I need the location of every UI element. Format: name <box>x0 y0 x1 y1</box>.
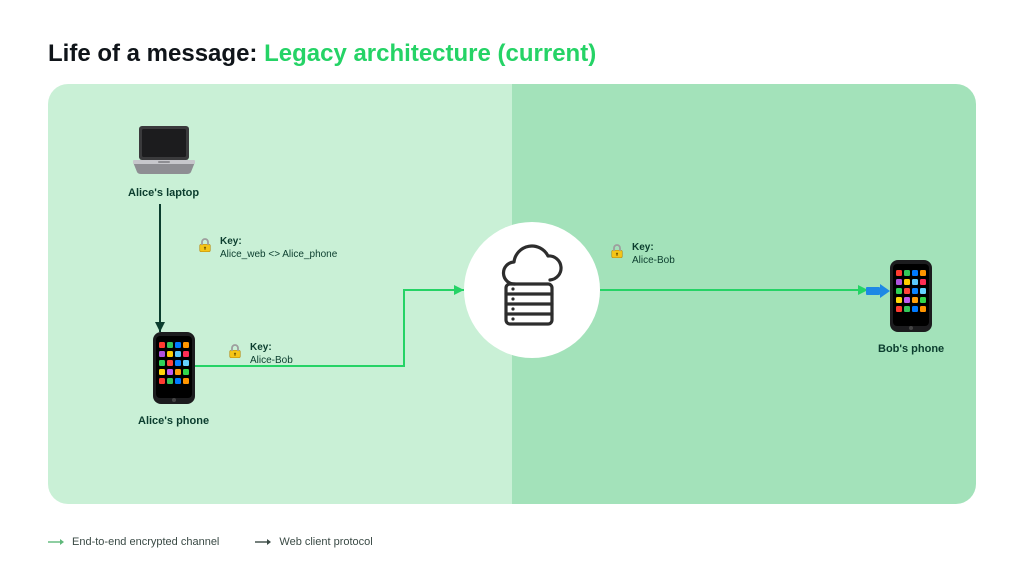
legend-label: End-to-end encrypted channel <box>72 536 219 548</box>
lock-icon <box>196 236 214 254</box>
lock-icon <box>226 342 244 365</box>
key-heading: Key: <box>250 342 293 355</box>
phone-icon <box>151 332 197 404</box>
laptop-icon <box>129 124 199 176</box>
key-annotation: Key: Alice-Bob <box>608 242 675 267</box>
lock-icon <box>608 242 626 260</box>
legend: End-to-end encrypted channel Web client … <box>48 536 373 548</box>
key-value: Alice_web <> Alice_phone <box>220 249 337 262</box>
legend-item-web: Web client protocol <box>255 536 372 548</box>
title-highlight: Legacy architecture (current) <box>264 40 596 67</box>
node-cloud-server <box>464 222 600 363</box>
arrow-right-icon <box>48 538 64 546</box>
node-label: Alice's phone <box>138 415 209 427</box>
key-value: Alice-Bob <box>250 355 293 368</box>
key-annotation: Key: Alice_web <> Alice_phone <box>196 236 337 261</box>
lock-icon <box>226 342 244 360</box>
phone-icon <box>888 260 934 332</box>
key-heading: Key: <box>220 236 337 249</box>
key-annotation: Key: Alice-Bob <box>226 342 293 367</box>
node-bob-phone: Bob's phone <box>878 260 944 355</box>
key-value: Alice-Bob <box>632 255 675 268</box>
node-alice-phone: Alice's phone <box>138 332 209 427</box>
legend-label: Web client protocol <box>279 536 372 548</box>
lock-icon <box>608 242 626 265</box>
lock-icon <box>196 236 214 259</box>
architecture-diagram: Alice's laptop Alice's phone <box>48 84 976 504</box>
node-alice-laptop: Alice's laptop <box>128 124 199 199</box>
node-label: Bob's phone <box>878 343 944 355</box>
node-label: Alice's laptop <box>128 187 199 199</box>
legend-item-e2e: End-to-end encrypted channel <box>48 536 219 548</box>
arrow-right-icon <box>255 538 271 546</box>
cloud-server-icon <box>464 222 600 358</box>
key-heading: Key: <box>632 242 675 255</box>
page-title: Life of a message: Legacy architecture (… <box>48 40 976 68</box>
title-prefix: Life of a message: <box>48 40 264 67</box>
